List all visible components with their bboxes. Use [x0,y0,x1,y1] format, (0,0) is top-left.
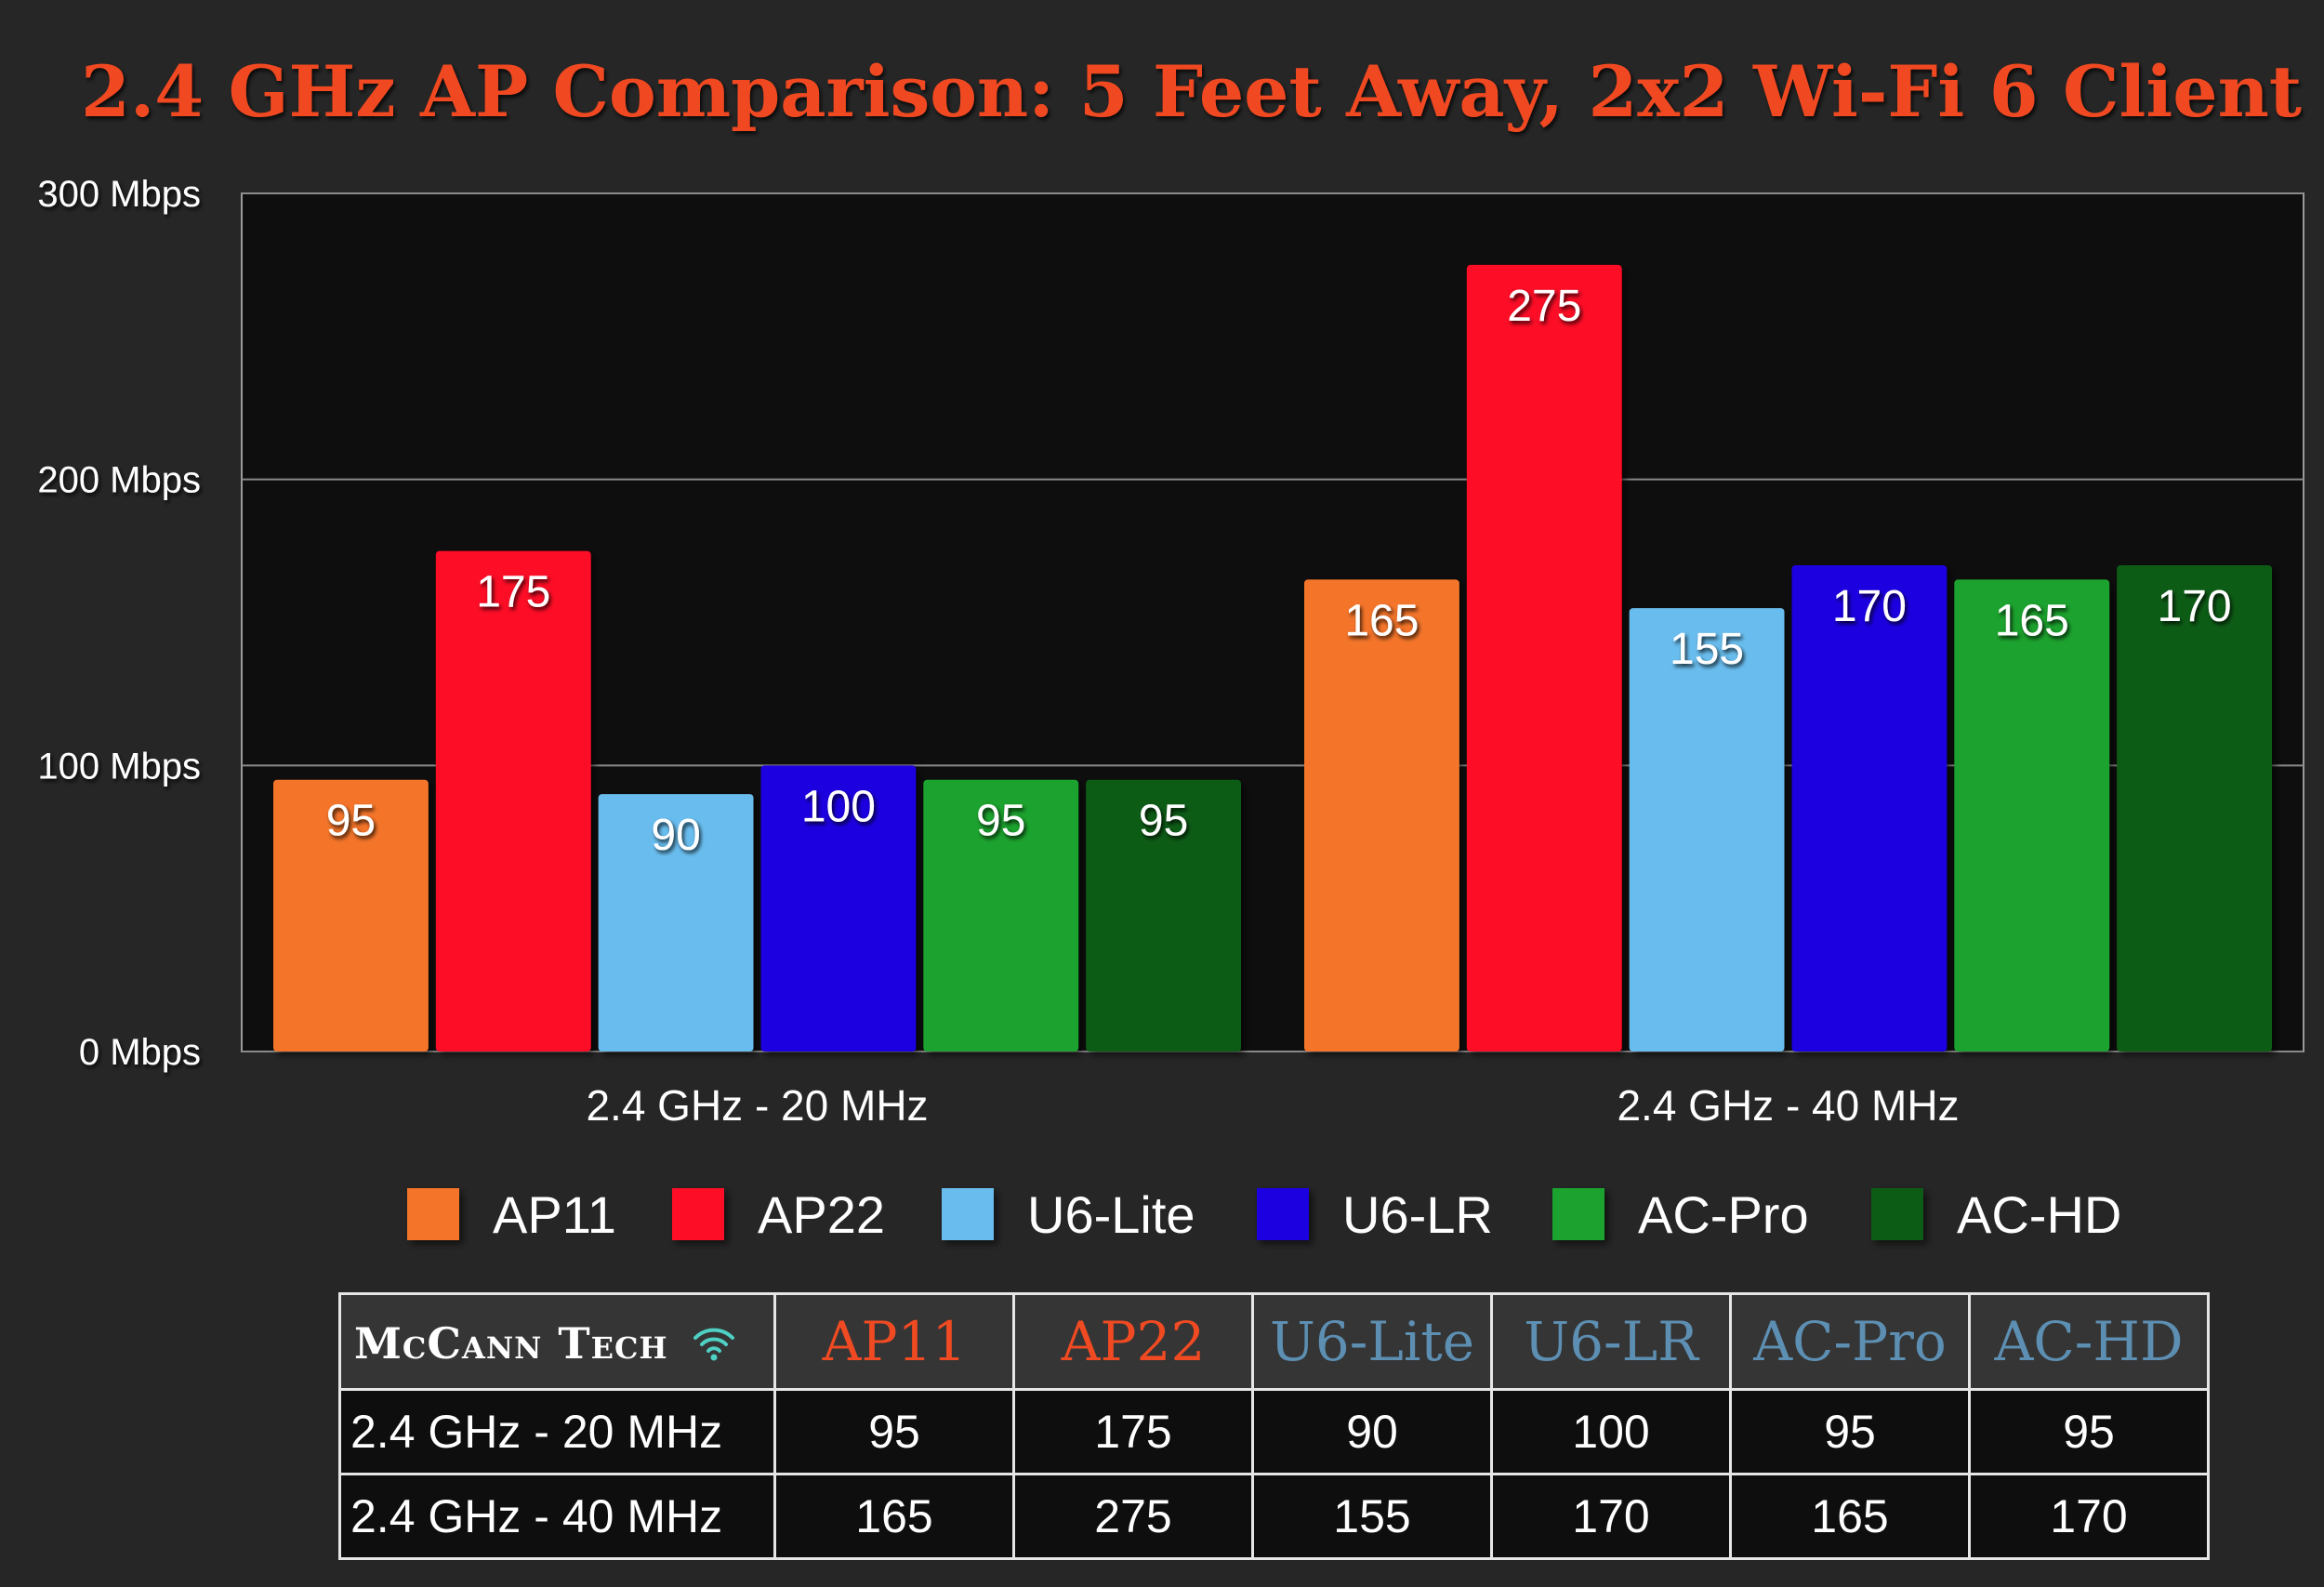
bar-value-label: 170 [2158,582,2232,631]
legend-swatch [1552,1188,1604,1240]
legend-swatch [407,1188,459,1240]
legend-swatch [672,1188,724,1240]
y-tick-label: 300 Mbps [37,174,201,215]
bar-value-label: 175 [476,568,550,617]
header-u6-lr: U6-LR [1490,1292,1732,1391]
brand-name: McCann Tech [354,1317,668,1369]
bar [273,779,429,1051]
bar-value-label: 90 [651,811,700,860]
table-cell: 170 [1968,1473,2210,1560]
row-label: 2.4 GHz - 20 MHz [338,1388,776,1475]
table-row: 2.4 GHz - 40 MHz 165 275 155 170 165 170 [338,1473,2210,1560]
header-u6-lite: U6-Lite [1251,1292,1493,1391]
legend: AP11 AP22 U6-Lite U6-LR AC-Pro AC-HD [407,1185,2121,1244]
table-header-row: McCann Tech AP11 AP22 U6-Lite U6-LR AC-P… [338,1292,2210,1391]
x-axis-categories: 2.4 GHz - 20 MHz 2.4 GHz - 40 MHz [586,1081,1959,1130]
header-ap11: AP11 [773,1292,1015,1391]
bar [1304,579,1459,1051]
table-cell: 95 [1968,1388,2210,1475]
legend-swatch [1257,1188,1309,1240]
header-ap22: AP22 [1012,1292,1254,1391]
bar [2117,564,2272,1051]
legend-label: AC-Pro [1638,1185,1809,1244]
y-axis-ticks: 0 Mbps 100 Mbps 200 Mbps 300 Mbps [37,174,201,1073]
table-cell: 95 [1729,1388,1971,1475]
row-label: 2.4 GHz - 40 MHz [338,1473,776,1560]
header-ac-hd: AC-HD [1968,1292,2210,1391]
bar [1791,564,1948,1051]
bar-labels: 95 175 90 100 95 95 165 275 155 170 165 170 [326,282,2232,860]
brand-cell: McCann Tech [338,1292,776,1391]
bar-value-label: 165 [1344,596,1419,645]
bar-value-label: 95 [1139,797,1188,846]
table-cell: 100 [1490,1388,1732,1475]
table-cell: 90 [1251,1388,1493,1475]
table-cell: 275 [1012,1473,1254,1560]
legend-label: AP22 [758,1185,885,1244]
y-tick-label: 100 Mbps [37,746,201,787]
bar-value-label: 275 [1507,282,1581,331]
y-tick-label: 0 Mbps [79,1032,201,1073]
bar [760,765,917,1051]
bar-value-label: 165 [1995,596,2069,645]
chart-title: 2.4 GHz AP Comparison: 5 Feet Away, 2x2 … [81,50,2302,133]
y-tick-label: 200 Mbps [37,460,201,501]
legend-label: U6-Lite [1027,1185,1195,1244]
bar [923,779,1079,1051]
wifi-icon [693,1312,735,1375]
bar [598,794,754,1051]
x-category-label: 2.4 GHz - 40 MHz [1617,1081,1959,1130]
x-category-label: 2.4 GHz - 20 MHz [586,1081,928,1130]
legend-label: U6-LR [1342,1185,1493,1244]
data-table: McCann Tech AP11 AP22 U6-Lite U6-LR AC-P… [338,1292,2210,1560]
legend-swatch [1871,1188,1923,1240]
table-cell: 95 [773,1388,1015,1475]
table-row: 2.4 GHz - 20 MHz 95 175 90 100 95 95 [338,1388,2210,1475]
table-cell: 170 [1490,1473,1732,1560]
legend-label: AP11 [493,1185,616,1244]
header-ac-pro: AC-Pro [1729,1292,1971,1391]
bars [273,264,2272,1052]
table-cell: 155 [1251,1473,1493,1560]
legend-swatch [942,1188,994,1240]
table-cell: 175 [1012,1388,1254,1475]
bar-value-label: 95 [976,797,1025,846]
table-cell: 165 [1729,1473,1971,1560]
bar-value-label: 170 [1832,582,1907,631]
bar-value-label: 155 [1670,625,1744,674]
bar [1629,608,1785,1051]
bar-value-label: 100 [801,782,876,831]
bar [1466,264,1622,1052]
bar [435,550,591,1051]
bar [1086,779,1241,1051]
bar [1954,579,2110,1051]
legend-label: AC-HD [1957,1185,2121,1244]
table-cell: 165 [773,1473,1015,1560]
bar-value-label: 95 [326,797,376,846]
